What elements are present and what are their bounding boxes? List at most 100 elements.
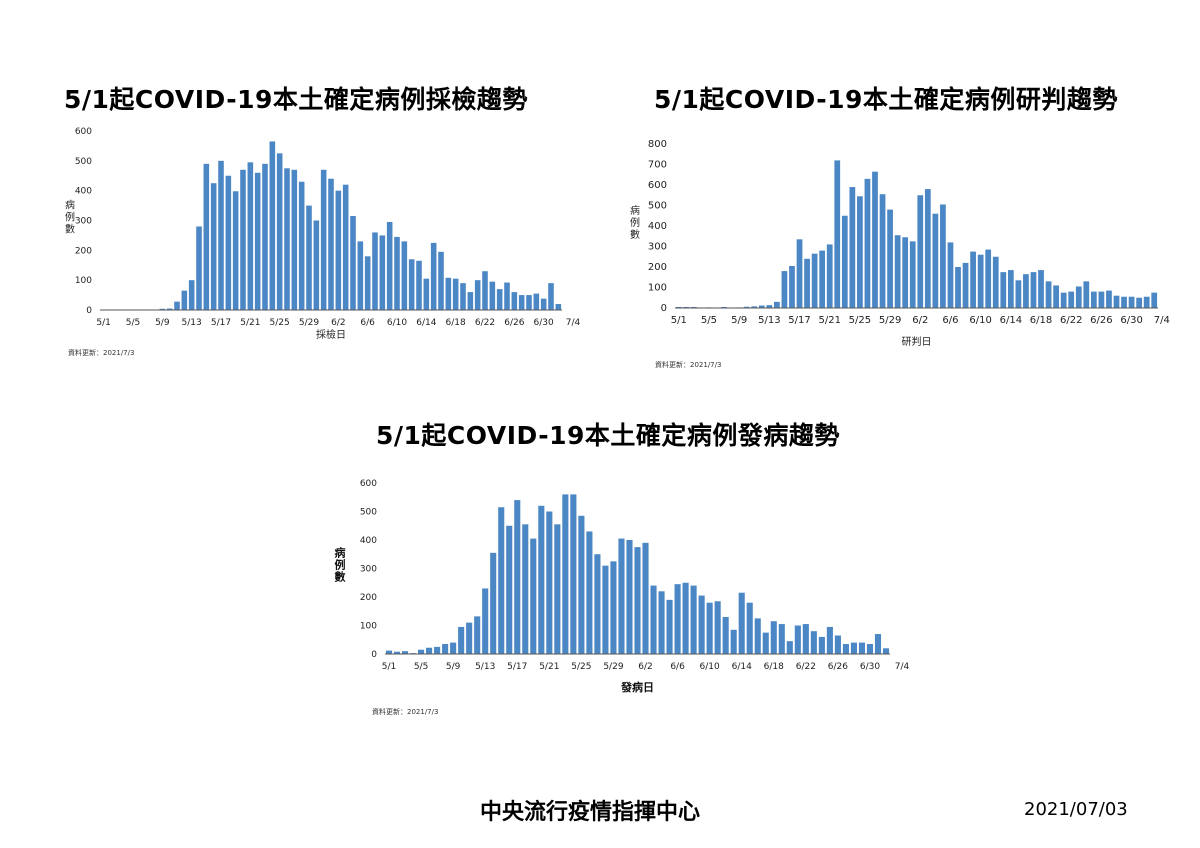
bar [350, 216, 356, 310]
bar [675, 306, 682, 308]
bar [262, 163, 268, 310]
y-axis-label: 數 [630, 228, 640, 241]
bar [690, 306, 697, 308]
bar [781, 271, 788, 308]
bar [385, 650, 393, 654]
bar [466, 622, 473, 654]
x-tick-label: 6/18 [764, 662, 784, 672]
bar [188, 280, 195, 310]
x-tick-label: 6/6 [942, 315, 958, 326]
bar [947, 242, 954, 308]
x-tick-label: 5/29 [603, 662, 623, 672]
bar [841, 215, 848, 308]
bar [618, 538, 625, 654]
bar [909, 241, 916, 308]
bar [1068, 291, 1075, 308]
bar [1030, 272, 1037, 308]
bar [594, 554, 601, 654]
bar [554, 524, 561, 654]
y-tick-label: 100 [360, 622, 377, 632]
bar [842, 644, 849, 654]
bar [730, 629, 737, 654]
y-axis-label: 數 [335, 570, 346, 584]
bar [452, 278, 459, 310]
bar [482, 271, 488, 310]
bar [379, 235, 386, 310]
x-tick-label: 5/25 [270, 318, 290, 328]
bar [778, 624, 785, 654]
bar [225, 175, 232, 310]
chart1-sampling-trend: 0 100 200 300 400 500 600 5/1 5/5 5/9 5/13 5/17 5/21… [65, 127, 581, 341]
bar [320, 169, 327, 310]
bar [826, 244, 833, 308]
x-tick-label: 5/1 [671, 315, 687, 326]
bar [247, 162, 254, 310]
bar [570, 494, 577, 654]
y-axis-label: 病 [630, 204, 640, 217]
x-tick-label: 5/9 [731, 315, 747, 326]
y-axis-label: 例 [65, 211, 75, 224]
bar [683, 306, 690, 308]
bar [426, 647, 433, 654]
bar [1007, 270, 1014, 308]
x-tick-label: 7/4 [895, 662, 910, 672]
bar [408, 259, 415, 310]
chart2-diagnosis-trend: 0 100 200 300 400 500 600 700 800 5/1 5/5 5/9 5/13 5/… [630, 139, 1170, 348]
bar [393, 651, 401, 654]
chart1-update-note: 資料更新：2021/7/3 [68, 349, 135, 357]
bar [159, 308, 166, 310]
y-tick-label: 400 [648, 221, 667, 232]
y-tick-label: 700 [648, 160, 667, 171]
bar [496, 289, 503, 310]
x-tick-label: 5/29 [879, 315, 901, 326]
x-tick-label: 5/21 [240, 318, 260, 328]
chart3-title: 5/1起COVID-19本土確定病例發病趨勢 [376, 421, 840, 450]
bar [423, 278, 430, 310]
bar [203, 163, 210, 310]
bar [1136, 297, 1143, 308]
bar [586, 531, 593, 654]
bar [196, 226, 202, 310]
bar [474, 280, 481, 310]
x-tick-label: 7/4 [1154, 315, 1170, 326]
bar [642, 542, 649, 654]
y-axis-label: 病 [335, 546, 346, 560]
bar [1038, 270, 1044, 308]
y-tick-label: 100 [648, 283, 667, 294]
x-tick-label: 5/17 [788, 315, 810, 326]
chart2-title: 5/1起COVID-19本土確定病例研判趨勢 [654, 85, 1118, 114]
x-tick-label: 6/30 [860, 662, 880, 672]
x-tick-label: 6/2 [331, 318, 345, 328]
x-tick-label: 6/26 [1090, 315, 1112, 326]
y-tick-label: 800 [648, 139, 667, 150]
bar [386, 221, 393, 310]
bar [634, 547, 641, 654]
bar [511, 292, 518, 310]
bar [682, 582, 689, 654]
x-axis-label: 採檢日 [316, 328, 346, 341]
bar [602, 565, 609, 654]
bar [714, 601, 721, 654]
bar [674, 584, 681, 654]
y-tick-label: 600 [648, 180, 667, 191]
bar [902, 237, 909, 308]
x-tick-label: 5/13 [182, 318, 202, 328]
x-tick-label: 5/9 [446, 662, 461, 672]
bar [746, 602, 753, 654]
chart3-onset-trend: 0 100 200 300 400 500 600 5/1 5/5 5/9 5/13 5/17 5/21… [335, 479, 910, 694]
y-tick-label: 300 [75, 217, 92, 227]
x-tick-label: 5/1 [382, 662, 396, 672]
bar [1113, 295, 1120, 308]
bar [794, 625, 801, 654]
bar [490, 552, 497, 654]
bar [754, 618, 761, 654]
bar [751, 306, 758, 308]
bar [467, 292, 474, 310]
bar [416, 260, 422, 310]
y-axis-label: 數 [65, 223, 75, 236]
bar [1015, 280, 1022, 308]
bar [166, 308, 173, 310]
bar [276, 153, 283, 310]
x-tick-label: 6/18 [446, 318, 466, 328]
y-tick-label: 500 [648, 201, 667, 212]
